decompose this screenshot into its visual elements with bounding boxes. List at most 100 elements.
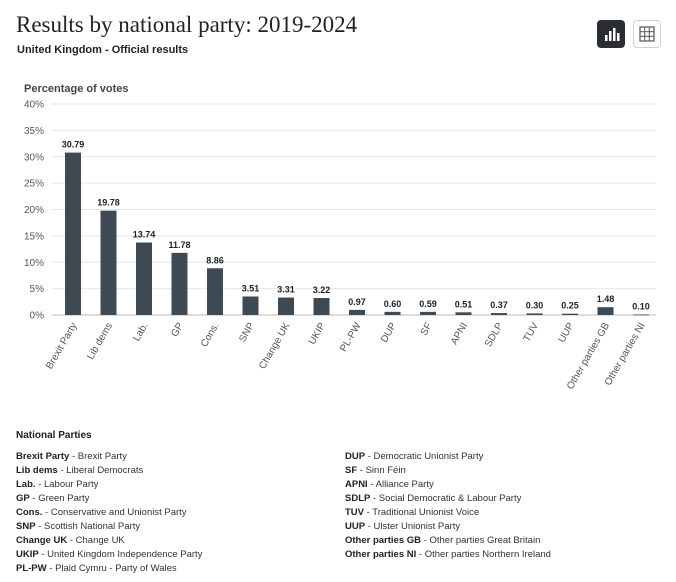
data-label: 3.51 <box>242 283 260 293</box>
legend-full-name: Change UK <box>75 535 125 546</box>
y-tick-label: 30% <box>24 152 44 163</box>
legend-item: Other parties GB - Other parties Great B… <box>345 534 551 548</box>
legend-item: Change UK - Change UK <box>16 534 202 548</box>
data-label: 0.37 <box>490 300 508 310</box>
data-label: 0.10 <box>632 301 650 311</box>
bar <box>207 268 223 315</box>
legend-separator: - <box>367 479 376 490</box>
bar <box>349 309 365 315</box>
legend-full-name: Sinn Féin <box>365 465 406 476</box>
bar <box>526 313 543 315</box>
chart-view-button[interactable] <box>597 20 625 48</box>
y-tick-label: 40% <box>24 100 44 111</box>
bar <box>455 312 472 315</box>
data-label: 0.51 <box>455 299 473 309</box>
x-tick-label: DUP <box>379 321 399 345</box>
legend-separator: - <box>365 451 374 462</box>
legend-full-name: Brexit Party <box>77 451 127 462</box>
legend-item: Lab. - Labour Party <box>16 478 202 492</box>
bar <box>420 311 436 315</box>
bar-chart: Percentage of votes 0% 5% 10% 15% 20% 25% 30% 35… <box>24 83 656 391</box>
legend-item: GP - Green Party <box>16 492 202 506</box>
data-label: 0.59 <box>419 299 437 309</box>
legend-separator: - <box>365 521 374 532</box>
data-label: 0.30 <box>526 300 544 310</box>
table-grid-icon <box>639 26 655 42</box>
bar <box>136 242 152 315</box>
legend-abbr: PL-PW <box>16 563 47 574</box>
y-tick-label: 15% <box>24 231 44 242</box>
legend-separator: - <box>29 493 39 504</box>
legend-abbr: Other parties NI <box>345 549 417 560</box>
legend-full-name: Democratic Unionist Party <box>373 451 484 462</box>
legend-full-name: Social Democratic & Labour Party <box>378 493 522 504</box>
legend-abbr: Lib dems <box>16 465 58 476</box>
legend-separator: - <box>35 521 44 532</box>
legend-full-name: Other parties Great Britain <box>429 535 541 546</box>
legend-abbr: Lab. <box>16 479 36 490</box>
data-label: 3.31 <box>277 285 295 295</box>
legend-full-name: Alliance Party <box>375 479 434 490</box>
legend-abbr: Change UK <box>16 535 68 546</box>
data-label: 0.97 <box>348 297 366 307</box>
bar-chart-icon <box>605 28 620 41</box>
legend-item: SF - Sinn Féin <box>345 464 551 478</box>
x-tick-label: Change UK <box>257 321 293 372</box>
legend-abbr: APNI <box>345 479 368 490</box>
legend-separator: - <box>370 493 379 504</box>
page-subtitle: United Kingdom - Official results <box>17 44 189 56</box>
bar <box>242 296 259 315</box>
legend-abbr: TUV <box>345 507 364 518</box>
bar <box>65 152 81 315</box>
x-tick-label: GP <box>169 321 186 339</box>
legend-item: PL-PW - Plaid Cymru - Party of Wales <box>16 562 202 576</box>
table-view-button[interactable] <box>633 20 661 48</box>
legend-title: National Parties <box>16 430 92 441</box>
bar <box>278 297 294 315</box>
data-label: 8.86 <box>206 255 224 265</box>
bar <box>384 311 401 315</box>
legend-item: APNI - Alliance Party <box>345 478 551 492</box>
bar <box>562 313 578 315</box>
x-tick-label: APNI <box>449 321 470 347</box>
legend-full-name: Green Party <box>38 493 90 504</box>
legend-abbr: Brexit Party <box>16 451 70 462</box>
x-tick-label: SDLP <box>483 321 506 349</box>
legend-abbr: UUP <box>345 521 366 532</box>
legend-abbr: UKIP <box>16 549 39 560</box>
legend-full-name: United Kingdom Independence Party <box>47 549 203 560</box>
data-label: 1.48 <box>597 294 615 304</box>
legend-abbr: GP <box>16 493 30 504</box>
data-label: 13.74 <box>133 230 156 240</box>
data-label: 30.79 <box>62 140 85 150</box>
legend-item: SNP - Scottish National Party <box>16 520 202 534</box>
data-label: 0.60 <box>384 299 402 309</box>
legend-full-name: Ulster Unionist Party <box>373 521 461 532</box>
page-title: Results by national party: 2019-2024 <box>16 12 358 37</box>
bar <box>633 314 649 316</box>
legend-separator: - <box>38 549 48 560</box>
data-label: 11.78 <box>168 240 190 250</box>
legend-item: Lib dems - Liberal Democrats <box>16 464 202 478</box>
legend-full-name: Scottish National Party <box>44 521 141 532</box>
legend-full-name: Traditional Unionist Voice <box>372 507 480 518</box>
legend-full-name: Labour Party <box>43 479 99 490</box>
data-label: 19.78 <box>97 198 120 208</box>
x-tick-label: Lib dems <box>85 321 115 362</box>
data-label: 3.22 <box>313 285 331 295</box>
bar <box>313 298 330 315</box>
x-tick-label: SF <box>419 321 435 338</box>
bar <box>597 307 614 315</box>
x-tick-label: SNP <box>237 321 257 345</box>
legend-abbr: SNP <box>16 521 36 532</box>
legend-item: Other parties NI - Other parties Norther… <box>345 548 551 562</box>
legend-full-name: Conservative and Unionist Party <box>50 507 187 518</box>
x-tick-label: Lab. <box>131 321 150 343</box>
legend-abbr: Other parties GB <box>345 535 422 546</box>
legend-item: DUP - Democratic Unionist Party <box>345 450 551 464</box>
legend-abbr: Cons. <box>16 507 43 518</box>
y-tick-label: 0% <box>30 311 45 322</box>
legend-separator: - <box>421 535 430 546</box>
y-tick-label: 25% <box>24 179 44 190</box>
x-tick-label: PL-PW <box>338 321 364 354</box>
